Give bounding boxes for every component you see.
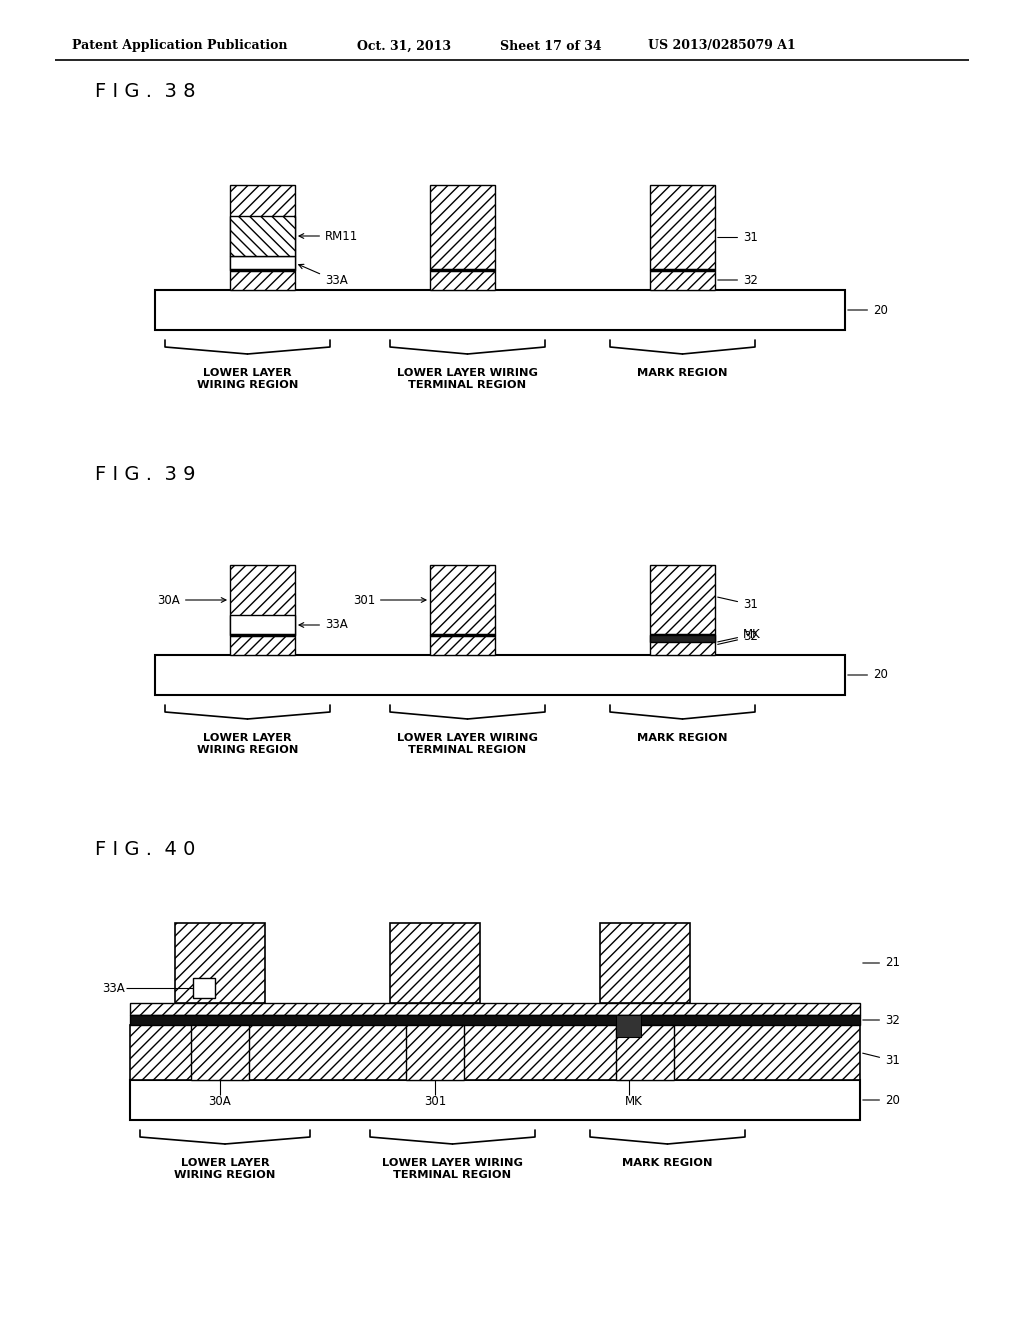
Text: RM11: RM11 [299, 230, 358, 243]
Text: MK: MK [718, 628, 761, 642]
Bar [155, 290, 845, 330]
Bar [600, 923, 690, 1003]
Text: 21: 21 [863, 957, 900, 969]
Text: F I G .  3 8: F I G . 3 8 [95, 82, 196, 102]
Bar [191, 1026, 249, 1080]
Text: Oct. 31, 2013: Oct. 31, 2013 [357, 40, 451, 53]
Text: 30A: 30A [209, 1096, 231, 1107]
Text: 20: 20 [848, 304, 888, 317]
Bar [650, 565, 715, 635]
Bar [230, 271, 295, 290]
Text: 30A: 30A [158, 594, 226, 606]
Text: LOWER LAYER WIRING
TERMINAL REGION: LOWER LAYER WIRING TERMINAL REGION [397, 368, 538, 391]
Text: 301: 301 [352, 594, 426, 606]
Bar [390, 923, 480, 1003]
Text: MARK REGION: MARK REGION [623, 1158, 713, 1168]
Text: 32: 32 [718, 273, 758, 286]
Bar [130, 1015, 860, 1026]
Bar [230, 615, 295, 635]
Bar [230, 256, 295, 271]
Text: 32: 32 [718, 631, 758, 644]
Text: 33A: 33A [102, 982, 125, 994]
Text: MK: MK [625, 1096, 642, 1107]
Bar [230, 565, 295, 635]
Text: 32: 32 [863, 1014, 900, 1027]
Bar [430, 565, 495, 635]
Text: LOWER LAYER
WIRING REGION: LOWER LAYER WIRING REGION [174, 1158, 275, 1180]
Text: LOWER LAYER WIRING
TERMINAL REGION: LOWER LAYER WIRING TERMINAL REGION [397, 733, 538, 755]
Text: 33A: 33A [299, 264, 348, 288]
Text: LOWER LAYER
WIRING REGION: LOWER LAYER WIRING REGION [197, 733, 298, 755]
Text: LOWER LAYER WIRING
TERMINAL REGION: LOWER LAYER WIRING TERMINAL REGION [382, 1158, 523, 1180]
Text: 31: 31 [718, 231, 758, 244]
Bar [406, 1026, 464, 1080]
Bar [130, 1026, 860, 1080]
Bar [193, 978, 215, 998]
Text: 31: 31 [718, 597, 758, 611]
Bar [175, 923, 265, 1003]
Bar [230, 185, 295, 271]
Text: 20: 20 [848, 668, 888, 681]
Bar [430, 635, 495, 655]
Bar [430, 185, 495, 271]
Bar [155, 655, 845, 696]
Text: F I G .  4 0: F I G . 4 0 [95, 840, 196, 859]
Bar [650, 635, 715, 655]
Bar [130, 1003, 860, 1015]
Bar [130, 1080, 860, 1119]
Text: US 2013/0285079 A1: US 2013/0285079 A1 [648, 40, 796, 53]
Text: MARK REGION: MARK REGION [637, 368, 728, 378]
Text: Sheet 17 of 34: Sheet 17 of 34 [500, 40, 602, 53]
Text: 20: 20 [863, 1093, 900, 1106]
Text: Patent Application Publication: Patent Application Publication [72, 40, 288, 53]
Text: LOWER LAYER
WIRING REGION: LOWER LAYER WIRING REGION [197, 368, 298, 391]
Bar [650, 185, 715, 271]
Bar [230, 635, 295, 655]
Text: MARK REGION: MARK REGION [637, 733, 728, 743]
Bar [616, 1026, 674, 1080]
Bar [430, 271, 495, 290]
Text: 31: 31 [862, 1053, 900, 1067]
Text: F I G .  3 9: F I G . 3 9 [95, 465, 196, 484]
Bar [650, 635, 715, 642]
Bar [616, 1015, 641, 1038]
Text: 33A: 33A [299, 619, 348, 631]
Bar [650, 271, 715, 290]
Text: 301: 301 [424, 1096, 446, 1107]
Bar [230, 216, 295, 256]
